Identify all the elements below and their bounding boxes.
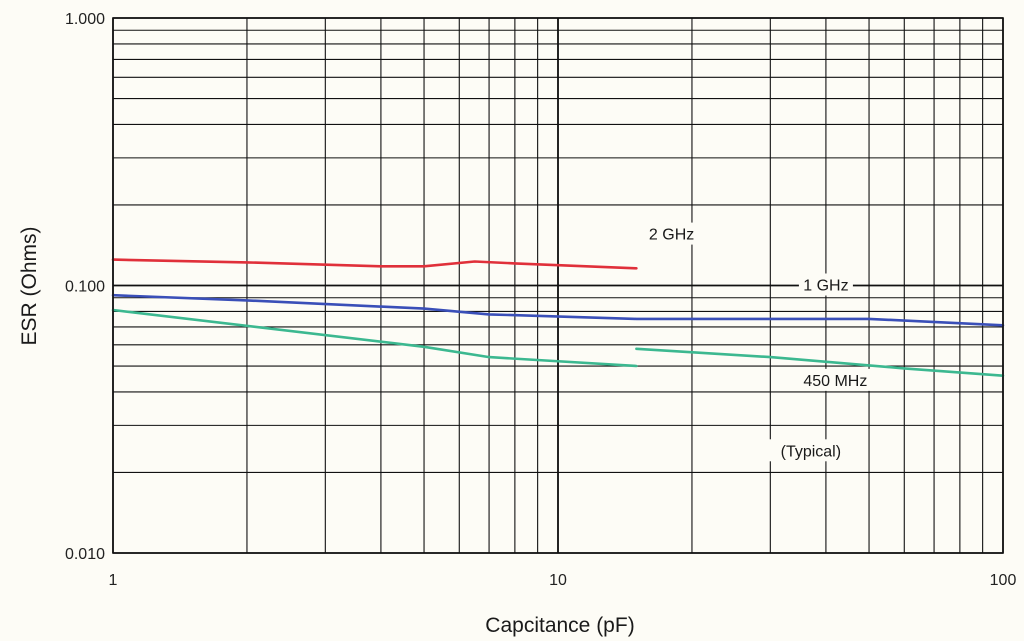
series-line-450-mhz (111, 308, 638, 368)
annotations-layer: 2 GHz 1 GHz 450 MHz (Typical) (644, 222, 872, 462)
series-annotation: 450 MHz (803, 373, 867, 390)
series-line-1-ghz (111, 293, 1005, 327)
series-layer (111, 258, 1005, 377)
x-axis-title: Capcitance (pF) (485, 614, 634, 637)
y-tick-label: 1.000 (65, 11, 105, 28)
series-annotation: 2 GHz (649, 227, 694, 244)
y-tick-label: 0.010 (65, 546, 105, 563)
annotation-background (799, 368, 872, 391)
annotation-background (766, 439, 856, 462)
series-annotation: (Typical) (781, 443, 841, 460)
series-annotation: 1 GHz (803, 278, 848, 295)
annotation-background (798, 273, 853, 296)
series-line-450-mhz (635, 347, 1005, 377)
y-tick-label: 0.100 (65, 279, 105, 296)
annotation-background (644, 222, 699, 245)
series-line-2-ghz (111, 258, 638, 270)
x-tick-label: 1 (109, 572, 118, 589)
grid (112, 17, 1004, 554)
x-tick-label: 100 (990, 572, 1017, 589)
x-tick-label: 10 (549, 572, 567, 589)
y-axis-title: ESR (Ohms) (18, 226, 41, 345)
plot-frame (112, 17, 1004, 554)
